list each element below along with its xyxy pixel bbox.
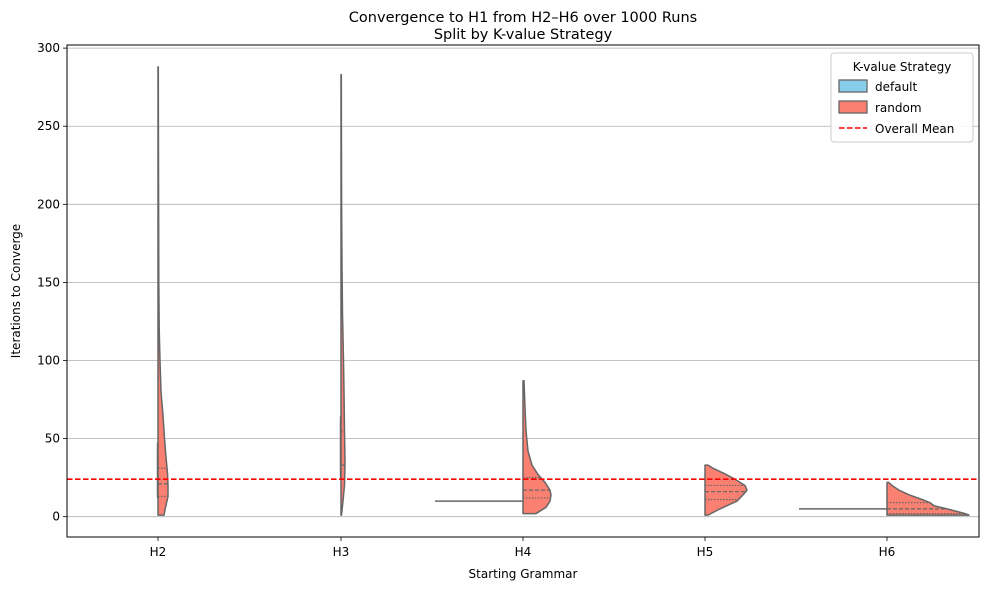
y-tick-label: 0	[52, 510, 60, 524]
violin-random-h6	[886, 481, 970, 516]
y-tick-label: 300	[37, 41, 60, 55]
legend-box	[830, 52, 974, 143]
legend-label-random: random	[875, 101, 922, 115]
violin-random-h3	[340, 73, 346, 516]
y-tick-label: 200	[37, 197, 60, 211]
chart-subtitle: Split by K-value Strategy	[434, 27, 613, 43]
legend: K-value Strategy default random Overall …	[830, 52, 974, 143]
legend-title: K-value Strategy	[853, 60, 952, 74]
violin-random-h2	[157, 66, 169, 516]
violins	[156, 66, 970, 516]
violin-random-h4	[522, 380, 552, 515]
legend-swatch-random	[838, 100, 868, 114]
x-tick-label-h5: H5	[697, 545, 714, 559]
x-tick-label-h2: H2	[150, 545, 167, 559]
x-tick-label-h4: H4	[515, 545, 532, 559]
y-tick-label: 50	[45, 432, 60, 446]
y-axis-label: Iterations to Converge	[9, 224, 23, 358]
chart-title: Convergence to H1 from H2–H6 over 1000 R…	[349, 10, 697, 26]
legend-swatch-default	[838, 79, 868, 93]
x-tick-label-h6: H6	[879, 545, 896, 559]
y-tick-label: 150	[37, 275, 60, 289]
y-axis-ticks: 0 50 100 150 200 250 300	[37, 41, 67, 524]
x-axis-label: Starting Grammar	[469, 567, 578, 581]
legend-label-default: default	[875, 80, 918, 94]
x-tick-label-h3: H3	[333, 545, 350, 559]
grid-lines	[67, 47, 979, 518]
violin-random-h5	[704, 464, 748, 516]
x-axis-ticks: H2 H3 H4 H5 H6	[150, 537, 896, 559]
legend-label-mean: Overall Mean	[875, 122, 954, 136]
y-tick-label: 100	[37, 354, 60, 368]
y-tick-label: 250	[37, 119, 60, 133]
